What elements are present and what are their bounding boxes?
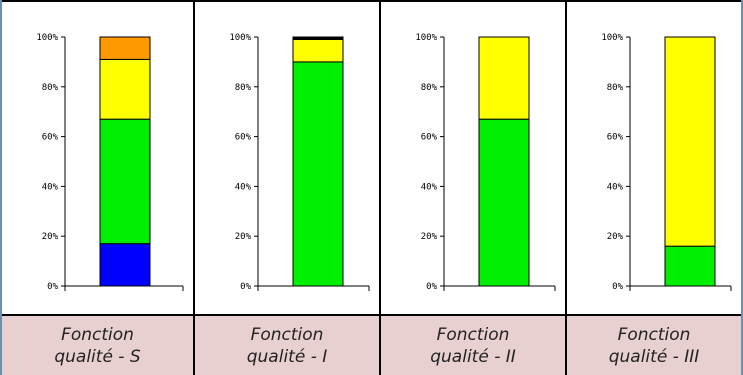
y-tick-label: 0% (240, 282, 251, 292)
caption-line-2: qualité - S (54, 346, 141, 367)
bar-segment (292, 36, 344, 40)
bar-segment (99, 58, 151, 120)
y-tick-label: 0% (426, 282, 437, 292)
stacked-bar-chart-i: 0% 20% 40% 60% 80% 100% (229, 33, 370, 292)
y-tick-label: 80% (235, 83, 252, 93)
bar-segment (478, 118, 530, 287)
caption-line-2: qualité - I (246, 346, 328, 367)
stacked-bar-chart-s: 0% 20% 40% 60% 80% 100% (36, 33, 184, 292)
bar-segment (664, 245, 716, 287)
chart-plot-i: 0% 20% 40% 60% 80% 100% (195, 0, 379, 316)
y-tick-label: 0% (47, 282, 58, 292)
chart-panel-iii: 0% 20% 40% 60% 80% 100% Fonction qualité - II… (565, 0, 741, 375)
y-tick-label: 100% (415, 33, 437, 43)
bar-segment (99, 243, 151, 287)
y-tick-label: 40% (235, 182, 252, 192)
frame-right-border (741, 0, 743, 375)
y-tick-label: 40% (421, 182, 438, 192)
chart-panel-ii: 0% 20% 40% 60% 80% 100% Fonction qualité - II (379, 0, 565, 375)
chart-caption-s: Fonction qualité - S (2, 314, 193, 375)
caption-line-2: qualité - II (430, 346, 516, 367)
y-tick-label: 100% (229, 33, 251, 43)
caption-line-2: qualité - III (608, 346, 700, 367)
y-tick-label: 60% (607, 133, 624, 143)
bar-segment (99, 118, 151, 245)
chart-panel-i: 0% 20% 40% 60% 80% 100% Fonction qualité - I (193, 0, 379, 375)
chart-plot-ii: 0% 20% 40% 60% 80% 100% (381, 0, 565, 316)
caption-line-1: Fonction (617, 324, 691, 345)
stacked-bar-chart-iii: 0% 20% 40% 60% 80% 100% (601, 33, 732, 292)
caption-line-1: Fonction (250, 324, 324, 345)
y-tick-label: 20% (235, 232, 252, 242)
y-tick-label: 100% (601, 33, 623, 43)
y-tick-label: 60% (42, 133, 59, 143)
bar-segment (292, 61, 344, 287)
y-tick-label: 80% (42, 83, 59, 93)
bar-segment (664, 36, 716, 247)
chart-panel-s: 0% 20% 40% 60% 80% 100% Fonction qualité - S (0, 0, 193, 375)
chart-plot-s: 0% 20% 40% 60% 80% 100% (2, 0, 193, 316)
chart-caption-iii: Fonction qualité - III (567, 314, 741, 375)
y-tick-label: 0% (612, 282, 623, 292)
y-tick-label: 100% (36, 33, 58, 43)
caption-line-1: Fonction (61, 324, 134, 345)
y-tick-label: 80% (421, 83, 438, 93)
y-tick-label: 20% (607, 232, 624, 242)
stacked-bar-chart-ii: 0% 20% 40% 60% 80% 100% (415, 33, 556, 292)
y-tick-label: 80% (607, 83, 624, 93)
caption-line-1: Fonction (436, 324, 510, 345)
y-tick-label: 40% (42, 182, 59, 192)
y-tick-label: 20% (421, 232, 438, 242)
chart-caption-ii: Fonction qualité - II (381, 314, 565, 375)
y-tick-label: 60% (235, 133, 252, 143)
bar-segment (292, 38, 344, 63)
bar-segment (99, 36, 151, 60)
y-tick-label: 60% (421, 133, 438, 143)
chart-caption-i: Fonction qualité - I (195, 314, 379, 375)
y-tick-label: 40% (607, 182, 624, 192)
y-tick-label: 20% (42, 232, 59, 242)
bar-segment (478, 36, 530, 120)
chart-plot-iii: 0% 20% 40% 60% 80% 100% (567, 0, 741, 316)
